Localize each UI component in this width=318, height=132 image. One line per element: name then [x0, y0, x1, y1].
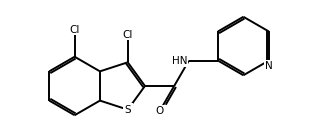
- Text: S: S: [124, 105, 131, 115]
- Text: HN: HN: [172, 56, 187, 66]
- Text: N: N: [265, 61, 273, 71]
- Text: Cl: Cl: [122, 30, 133, 40]
- Text: O: O: [156, 106, 164, 116]
- Text: Cl: Cl: [69, 25, 80, 35]
